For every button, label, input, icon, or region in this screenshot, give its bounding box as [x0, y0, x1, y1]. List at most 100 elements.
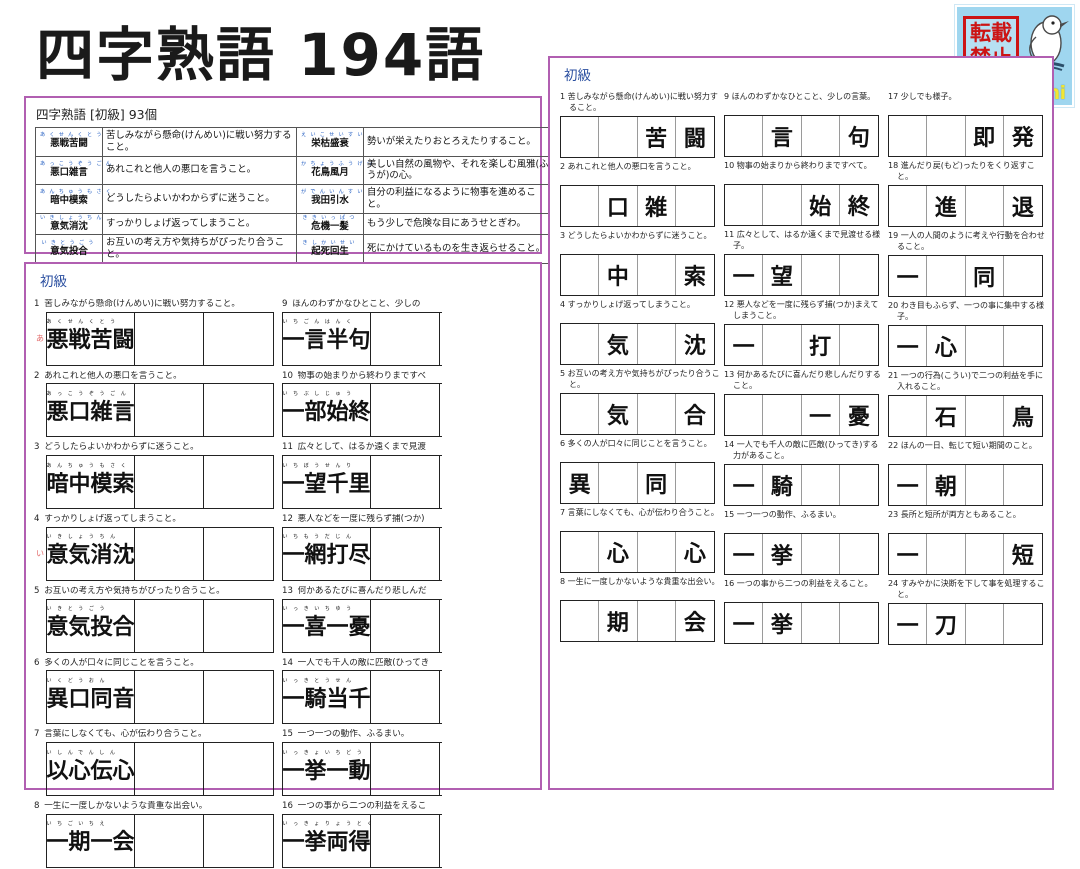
- answer-cell-blank[interactable]: [1004, 465, 1042, 505]
- answer-grid[interactable]: いちぶしじゅう 一部始終: [282, 383, 442, 438]
- answer-cell-blank[interactable]: [840, 325, 878, 365]
- answer-cell-blank[interactable]: [204, 384, 273, 436]
- answer-cell-blank[interactable]: [840, 603, 878, 643]
- answer-grid[interactable]: いっきいちゆう 一喜一憂: [282, 598, 442, 653]
- answer-cell-blank[interactable]: [599, 117, 638, 158]
- answer-cell-blank[interactable]: [676, 186, 714, 226]
- answer-cell-blank[interactable]: [440, 815, 442, 867]
- answer-cell-blank[interactable]: [802, 534, 840, 575]
- answer-cell-blank[interactable]: [676, 463, 714, 503]
- answer-cell-blank[interactable]: [638, 394, 676, 435]
- answer-cell-blank[interactable]: [840, 534, 878, 574]
- answer-grid[interactable]: いちもうだじん 一網打尽: [282, 526, 442, 581]
- answer-cell-blank[interactable]: [561, 324, 600, 365]
- answer-cell-blank[interactable]: [440, 743, 442, 795]
- answer-grid[interactable]: 苦闘: [560, 116, 715, 159]
- answer-grid[interactable]: 異同: [560, 462, 715, 505]
- answer-cell-blank[interactable]: [840, 465, 878, 505]
- answer-cell-blank[interactable]: [561, 532, 600, 573]
- answer-grid[interactable]: いっきとうせん 一騎当千: [282, 670, 442, 725]
- answer-cell-blank[interactable]: [599, 463, 638, 504]
- answer-cell-blank[interactable]: [1004, 604, 1042, 644]
- answer-grid[interactable]: 期会: [560, 600, 715, 643]
- answer-grid[interactable]: いちごんはんく 一言半句: [282, 311, 442, 366]
- answer-cell-blank[interactable]: [638, 532, 676, 573]
- answer-cell-blank[interactable]: [561, 394, 600, 435]
- answer-cell-blank[interactable]: [966, 396, 1004, 437]
- answer-grid[interactable]: 気合: [560, 393, 715, 436]
- answer-cell-blank[interactable]: [204, 313, 273, 365]
- answer-cell-blank[interactable]: [966, 326, 1004, 367]
- answer-cell-blank[interactable]: [440, 528, 442, 580]
- answer-cell-blank[interactable]: [135, 384, 204, 437]
- answer-cell-blank[interactable]: [966, 604, 1004, 645]
- answer-cell-blank[interactable]: [371, 384, 440, 437]
- answer-grid[interactable]: いくどうおん 異口同音: [46, 670, 274, 725]
- answer-grid[interactable]: 進退: [888, 185, 1043, 228]
- answer-cell-blank[interactable]: [927, 116, 966, 156]
- answer-cell-blank[interactable]: [763, 325, 802, 366]
- answer-grid[interactable]: 一短: [888, 533, 1043, 576]
- answer-cell-blank[interactable]: [371, 671, 440, 724]
- answer-cell-blank[interactable]: [889, 186, 928, 227]
- answer-cell-blank[interactable]: [440, 671, 442, 723]
- answer-cell-blank[interactable]: [927, 256, 966, 297]
- answer-cell-blank[interactable]: [135, 814, 204, 867]
- answer-grid[interactable]: 一打: [724, 324, 879, 367]
- answer-cell-blank[interactable]: [889, 116, 928, 156]
- answer-grid[interactable]: 気沈: [560, 323, 715, 366]
- answer-cell-blank[interactable]: [371, 599, 440, 652]
- answer-grid[interactable]: 一刀: [888, 603, 1043, 646]
- answer-cell-blank[interactable]: [561, 186, 600, 227]
- answer-cell-blank[interactable]: [927, 534, 966, 575]
- answer-grid[interactable]: 一挙: [724, 533, 879, 576]
- answer-cell-blank[interactable]: [440, 313, 442, 365]
- answer-cell-blank[interactable]: [561, 601, 600, 642]
- answer-cell-blank[interactable]: [204, 815, 273, 867]
- answer-cell-blank[interactable]: [371, 456, 440, 509]
- answer-grid[interactable]: 中索: [560, 254, 715, 297]
- answer-grid[interactable]: 始終: [724, 184, 879, 226]
- answer-cell-blank[interactable]: [135, 743, 204, 796]
- answer-cell-blank[interactable]: [440, 600, 442, 652]
- answer-cell-blank[interactable]: [638, 601, 676, 642]
- answer-grid[interactable]: あっこうぞうごん 悪口雑言: [46, 383, 274, 438]
- answer-cell-blank[interactable]: [638, 255, 676, 296]
- answer-cell-blank[interactable]: [1004, 326, 1042, 366]
- answer-cell-blank[interactable]: [966, 186, 1004, 227]
- answer-grid[interactable]: 一騎: [724, 464, 879, 507]
- answer-cell-blank[interactable]: [802, 255, 840, 296]
- answer-grid[interactable]: 一憂: [724, 394, 879, 437]
- answer-cell-blank[interactable]: [135, 456, 204, 509]
- answer-grid[interactable]: 一朝: [888, 464, 1043, 507]
- answer-cell-blank[interactable]: [1004, 256, 1042, 296]
- answer-cell-blank[interactable]: [371, 743, 440, 796]
- answer-cell-blank[interactable]: [371, 814, 440, 867]
- answer-grid[interactable]: いっきょいちどう 一挙一動: [282, 742, 442, 797]
- answer-cell-blank[interactable]: [440, 456, 442, 508]
- answer-cell-blank[interactable]: [561, 255, 600, 296]
- answer-cell-blank[interactable]: [204, 528, 273, 580]
- answer-grid[interactable]: 一同: [888, 255, 1043, 298]
- answer-grid[interactable]: いきしょうちん 意気消沈: [46, 526, 274, 581]
- answer-cell-blank[interactable]: [725, 185, 764, 225]
- answer-cell-blank[interactable]: [440, 384, 442, 436]
- answer-cell-blank[interactable]: [371, 312, 440, 365]
- answer-grid[interactable]: あくせんくとう 悪戦苦闘: [46, 311, 274, 366]
- answer-grid[interactable]: 一心: [888, 325, 1043, 368]
- answer-cell-blank[interactable]: [135, 527, 204, 580]
- answer-grid[interactable]: 心心: [560, 531, 715, 574]
- answer-grid[interactable]: 一望: [724, 254, 879, 297]
- answer-grid[interactable]: いちごいちえ 一期一会: [46, 813, 274, 868]
- answer-cell-blank[interactable]: [840, 255, 878, 295]
- answer-cell-blank[interactable]: [638, 324, 676, 365]
- answer-grid[interactable]: あんちゅうもさく 暗中模索: [46, 455, 274, 510]
- answer-cell-blank[interactable]: [204, 743, 273, 795]
- answer-cell-blank[interactable]: [204, 456, 273, 508]
- answer-cell-blank[interactable]: [966, 465, 1004, 506]
- answer-cell-blank[interactable]: [561, 117, 600, 158]
- answer-grid[interactable]: いしんでんしん 以心伝心: [46, 742, 274, 797]
- answer-cell-blank[interactable]: [763, 185, 802, 225]
- answer-cell-blank[interactable]: [725, 395, 764, 436]
- answer-grid[interactable]: いっきょりょうとく 一挙両得: [282, 813, 442, 868]
